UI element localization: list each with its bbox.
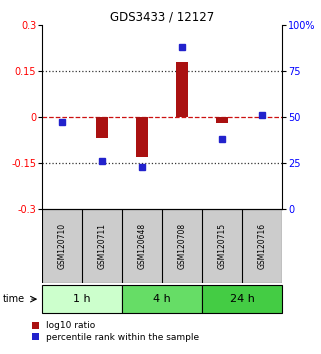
- Bar: [42, 285, 122, 314]
- Text: 1 h: 1 h: [73, 294, 91, 304]
- Text: GSM120708: GSM120708: [178, 223, 187, 269]
- Text: time: time: [3, 294, 25, 304]
- Bar: [176, 62, 188, 117]
- Text: GSM120715: GSM120715: [218, 223, 227, 269]
- Text: GSM120711: GSM120711: [97, 223, 107, 269]
- Title: GDS3433 / 12127: GDS3433 / 12127: [110, 11, 214, 24]
- Text: GSM120648: GSM120648: [137, 223, 147, 269]
- Bar: [136, 117, 148, 157]
- Text: 24 h: 24 h: [230, 294, 255, 304]
- Text: 4 h: 4 h: [153, 294, 171, 304]
- Bar: [202, 285, 282, 314]
- Bar: [96, 117, 108, 138]
- Bar: [216, 117, 228, 123]
- Text: GSM120710: GSM120710: [57, 223, 66, 269]
- Text: GSM120716: GSM120716: [258, 223, 267, 269]
- Legend: log10 ratio, percentile rank within the sample: log10 ratio, percentile rank within the …: [30, 320, 201, 344]
- Bar: [122, 285, 202, 314]
